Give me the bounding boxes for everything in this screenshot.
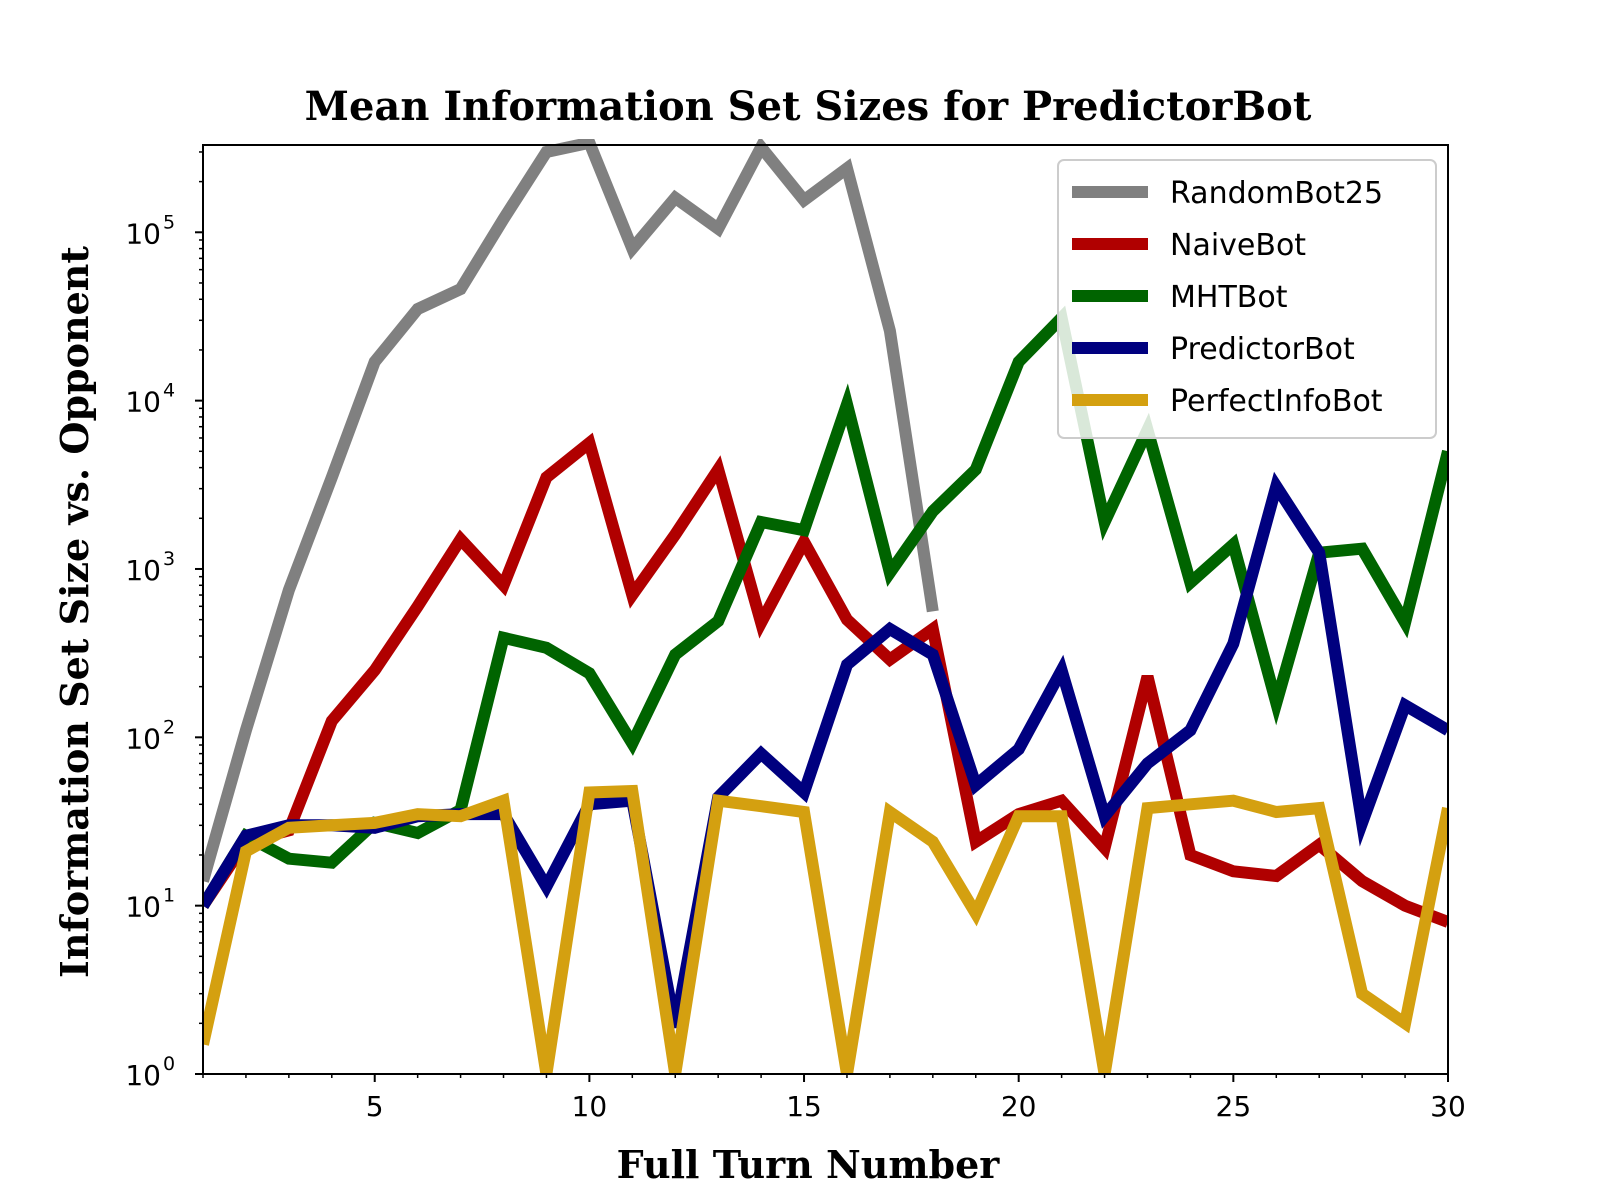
y-tick-label: 10 bbox=[125, 891, 161, 924]
series-line-naivebot bbox=[203, 432, 1448, 928]
y-tick-label: 10 bbox=[125, 1059, 161, 1092]
legend-box bbox=[1057, 159, 1437, 439]
legend-entry-label: PerfectInfoBot bbox=[1170, 384, 1383, 419]
x-tick-label: 25 bbox=[1216, 1090, 1252, 1123]
x-tick-label: 20 bbox=[1001, 1090, 1037, 1123]
series-lines bbox=[203, 139, 1448, 1075]
y-tick-label: 10 bbox=[125, 554, 161, 587]
y-axis-label: Information Set Size vs. Opponent bbox=[52, 246, 97, 978]
y-tick-label: 10 bbox=[125, 386, 161, 419]
x-tick-label: 5 bbox=[366, 1090, 384, 1123]
y-tick-exponent: 1 bbox=[163, 885, 175, 907]
plot-area-frame bbox=[202, 144, 1449, 1075]
x-axis-label: Full Turn Number bbox=[617, 1142, 1001, 1187]
legend: RandomBot25 NaiveBot MHTBot PredictorBot Per… bbox=[1057, 159, 1437, 439]
legend-entry-label: MHTBot bbox=[1170, 280, 1288, 315]
x-axis-ticks: 5 10 15 20 25 30 bbox=[202, 1074, 1466, 1123]
legend-entry-label: NaiveBot bbox=[1170, 228, 1306, 263]
y-tick-exponent: 4 bbox=[163, 380, 175, 402]
y-tick-label: 10 bbox=[125, 217, 161, 250]
x-tick-label: 30 bbox=[1430, 1090, 1466, 1123]
x-tick-label: 10 bbox=[572, 1090, 608, 1123]
y-tick-exponent: 5 bbox=[163, 211, 175, 233]
y-tick-exponent: 0 bbox=[163, 1053, 175, 1075]
legend-entry-label: PredictorBot bbox=[1170, 332, 1355, 367]
y-tick-exponent: 3 bbox=[163, 548, 175, 570]
x-tick-label: 15 bbox=[786, 1090, 822, 1123]
series-line-mhtbot bbox=[203, 305, 1448, 909]
y-tick-exponent: 2 bbox=[163, 716, 175, 738]
y-tick-label: 10 bbox=[125, 722, 161, 755]
legend-entry-label: RandomBot25 bbox=[1170, 176, 1383, 211]
series-line-perfectinfobot bbox=[203, 784, 1448, 1075]
series-line-randombot25 bbox=[203, 139, 939, 883]
chart-title: Mean Information Set Sizes for Predictor… bbox=[305, 83, 1312, 130]
